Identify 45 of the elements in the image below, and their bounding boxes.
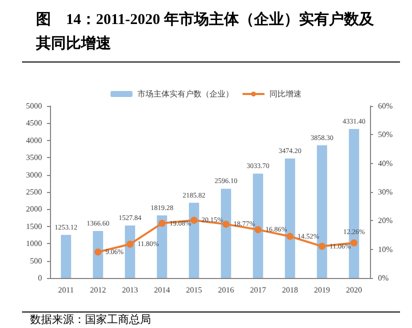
y-tick-label: 500 [30, 256, 42, 266]
chart-title: 图 14：2011-2020 年市场主体（企业）实有户数及其同比增速 [35, 10, 375, 52]
y-tick-label: 5000 [26, 102, 42, 110]
y-tick-label: 3500 [26, 153, 42, 162]
x-tick-label: 2015 [186, 286, 202, 294]
x-tick-label: 2011 [58, 286, 74, 294]
source-note: 数据来源：国家工商总局 [30, 313, 151, 326]
y-tick-label: 4000 [26, 136, 42, 145]
y-tick-label: 1500 [26, 222, 42, 231]
y2-tick-label: 0% [378, 274, 389, 282]
point [94, 248, 102, 256]
x-tick-label: 2016 [218, 286, 234, 294]
point [286, 232, 294, 240]
point [190, 216, 198, 224]
bar [124, 225, 136, 278]
x-tick-label: 2019 [314, 286, 330, 294]
x-tick-label: 2020 [346, 286, 362, 294]
point [318, 242, 326, 250]
point [158, 220, 166, 227]
y2-tick-label: 60% [378, 102, 393, 110]
bar [156, 215, 168, 278]
y-tick-label: 0 [38, 274, 42, 282]
y2-tick-label: 40% [378, 158, 393, 168]
point [350, 239, 358, 246]
y-tick-label: 3000 [26, 170, 42, 180]
point [254, 226, 262, 234]
bar [60, 234, 72, 278]
y-tick-label: 2000 [26, 204, 42, 214]
y2-tick-label: 10% [378, 244, 393, 254]
y-tick-label: 4500 [26, 118, 42, 128]
y-tick-label: 1000 [26, 239, 42, 248]
y2-tick-label: 50% [378, 130, 393, 140]
point [126, 240, 134, 248]
y2-tick-label: 30% [378, 188, 393, 196]
y2-tick-label: 20% [378, 216, 393, 226]
x-tick-label: 2012 [90, 286, 106, 294]
x-tick-label: 2017 [250, 286, 266, 294]
x-tick-label: 2013 [122, 286, 138, 294]
legend-label: 同比增速 [270, 90, 302, 98]
legend-label: 市场主体实有户数（企业） [138, 90, 234, 98]
y-tick-label: 2500 [26, 188, 42, 196]
bar [92, 230, 104, 278]
point [222, 220, 230, 228]
x-tick-label: 2014 [154, 286, 170, 294]
x-tick-label: 2018 [282, 286, 298, 294]
